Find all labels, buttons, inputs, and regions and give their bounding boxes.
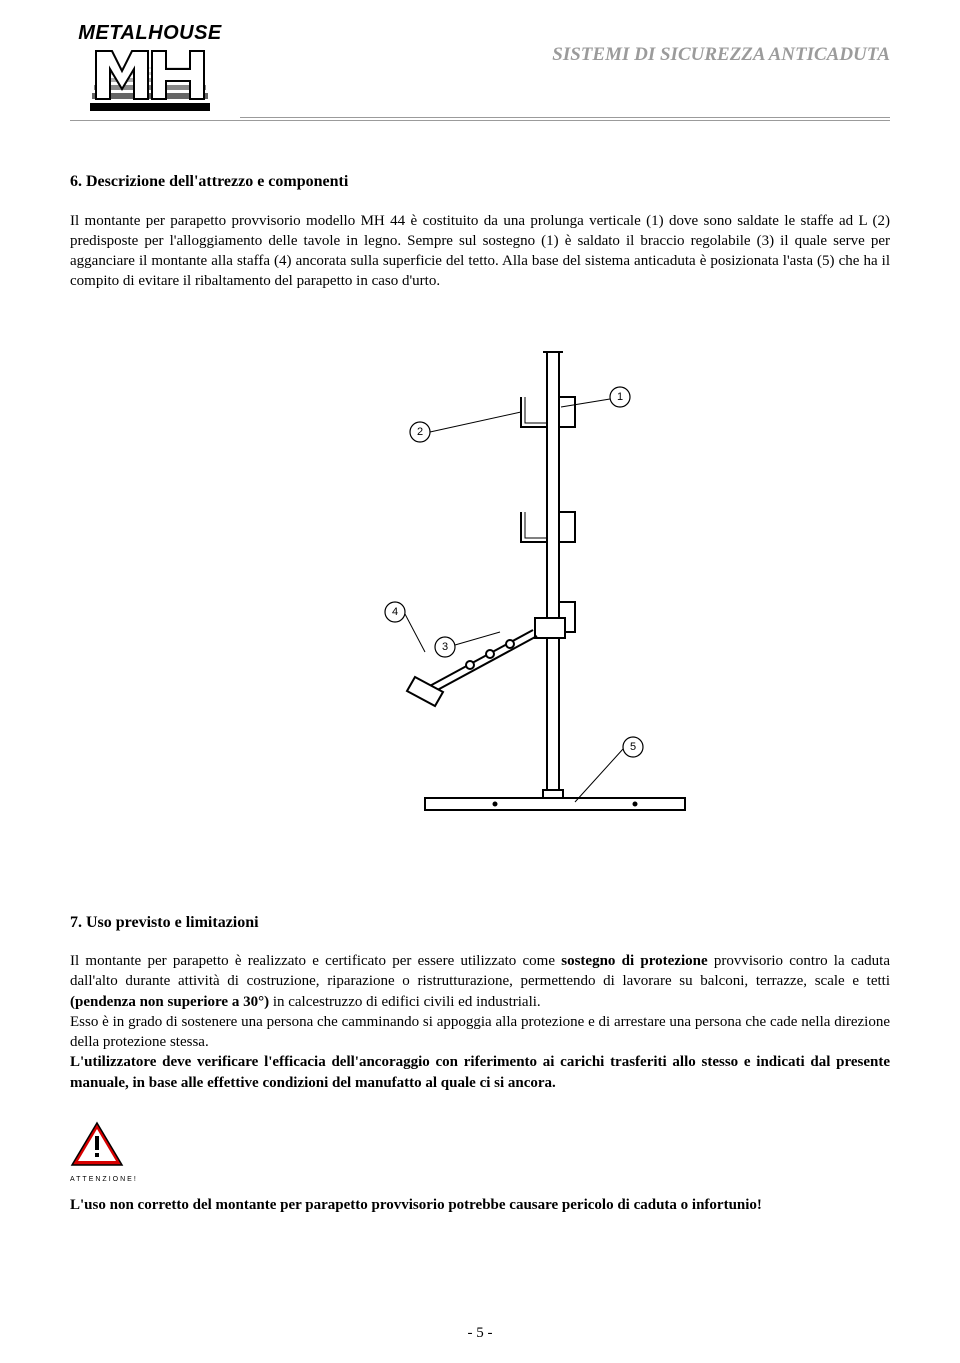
section7-p1: Il montante per parapetto è realizzato e…	[70, 951, 890, 1012]
section7-p3: L'utilizzatore deve verificare l'efficac…	[70, 1052, 890, 1093]
technical-diagram: 1 2 3 4 5	[265, 342, 695, 862]
warning-text: L'uso non corretto del montante per para…	[70, 1195, 890, 1215]
header-rule-2	[70, 120, 890, 121]
callout-label-5: 5	[630, 741, 636, 753]
warning-sign: ATTENZIONE!	[70, 1121, 890, 1185]
section7-heading: 7. Uso previsto e limitazioni	[70, 912, 890, 934]
section7-p1-bold: sostegno di protezione	[561, 953, 707, 969]
logo-block: METALHOUSE	[70, 20, 230, 111]
callout-label-2: 2	[417, 426, 423, 438]
page-number: - 5 -	[0, 1323, 960, 1343]
warning-caption: ATTENZIONE!	[70, 1175, 890, 1184]
warning-triangle-icon	[70, 1121, 124, 1167]
section7-p1-pre: Il montante per parapetto è realizzato e…	[70, 953, 561, 969]
section7-p1-post2: in calcestruzzo di edifici civili ed ind…	[269, 994, 541, 1010]
section6-paragraph: Il montante per parapetto provvisorio mo…	[70, 211, 890, 292]
callout-leaders	[405, 399, 623, 802]
callout-label-3: 3	[442, 641, 448, 653]
callout-label-1: 1	[617, 391, 623, 403]
section7-p1-bold2: (pendenza non superiore a 30°)	[70, 994, 269, 1010]
page-header: METALHOUSE SISTEMI DI SICUREZZA ANTICADU…	[70, 20, 890, 111]
header-rule-1	[240, 117, 890, 118]
section6-heading: 6. Descrizione dell'attrezzo e component…	[70, 171, 890, 193]
brand-name: METALHOUSE	[78, 20, 222, 47]
diagram-container: 1 2 3 4 5	[70, 342, 890, 862]
section7-p3-bold: L'utilizzatore deve verificare l'efficac…	[70, 1054, 890, 1090]
warning-text-bold: L'uso non corretto del montante per para…	[70, 1197, 762, 1213]
callout-group: 1 2 3 4 5	[385, 387, 643, 757]
logo-mh-icon	[90, 49, 210, 111]
section7-p2: Esso è in grado di sostenere una persona…	[70, 1012, 890, 1053]
document-title: SISTEMI DI SICUREZZA ANTICADUTA	[552, 42, 890, 68]
page: METALHOUSE SISTEMI DI SICUREZZA ANTICADU…	[0, 0, 960, 1363]
callout-label-4: 4	[392, 606, 398, 618]
